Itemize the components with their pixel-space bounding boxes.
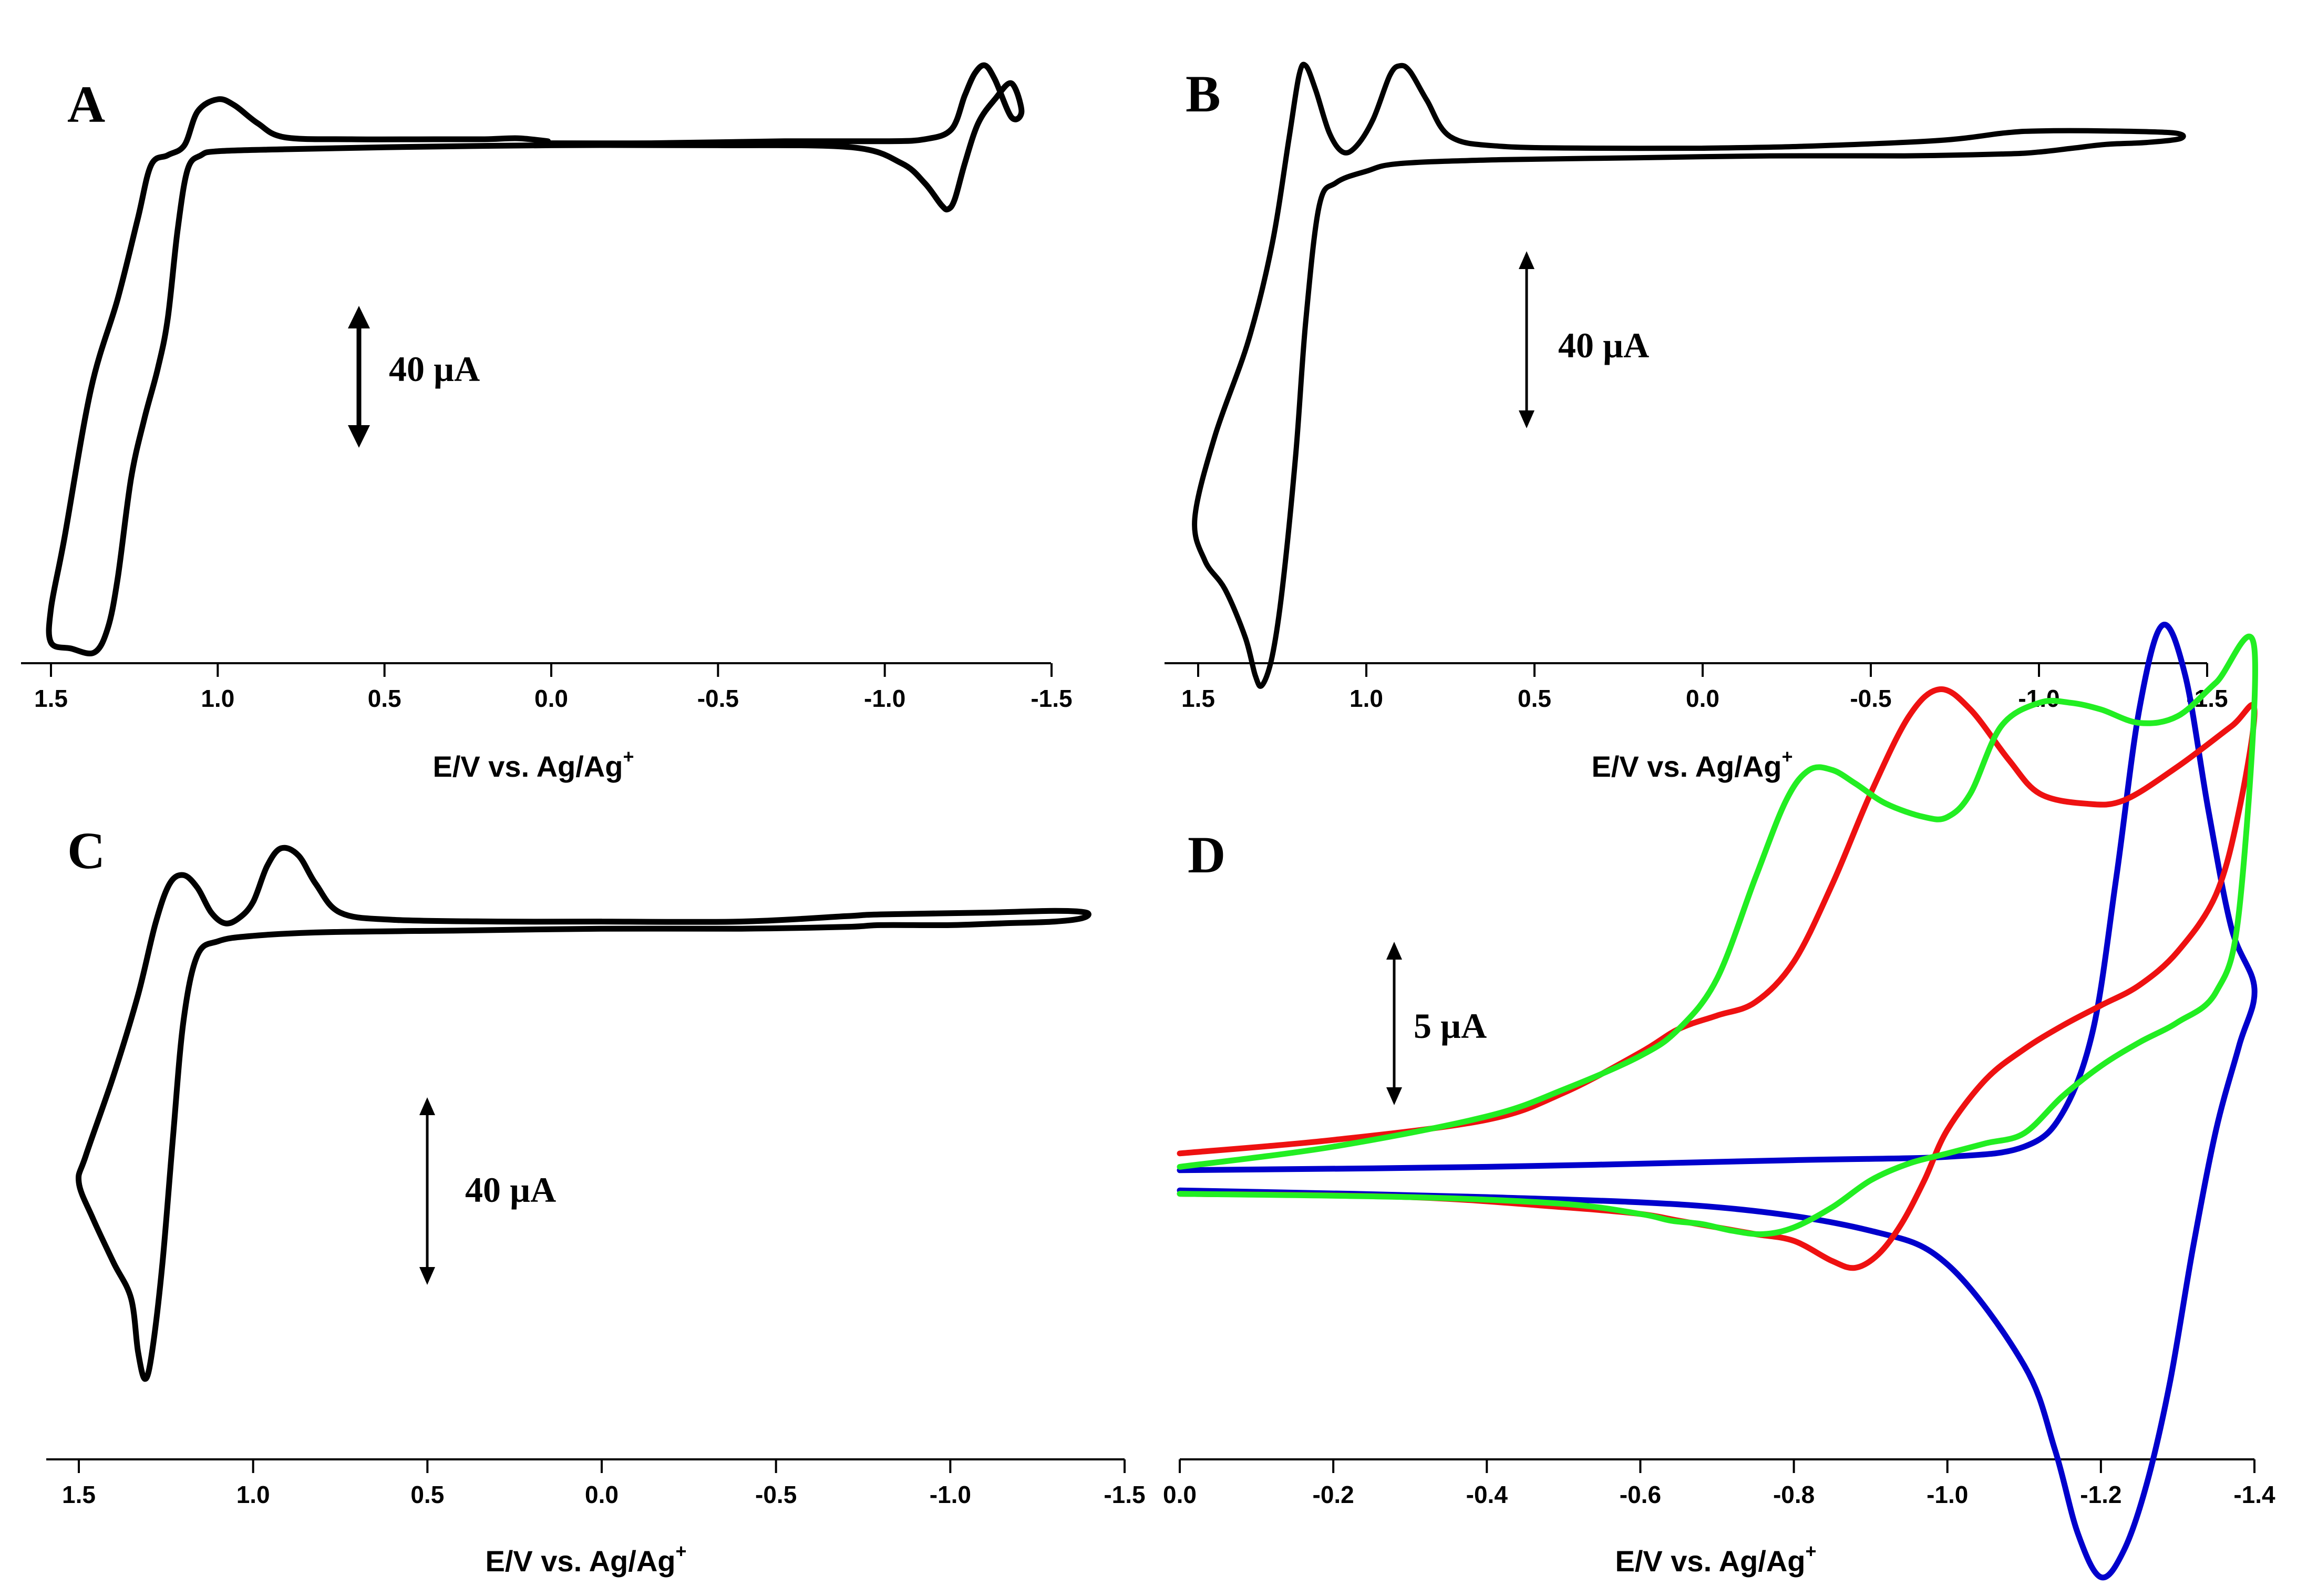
panel-c-series-line-1 (75, 845, 1091, 1382)
panel-b-x-tick-label: 0.5 (1518, 685, 1551, 712)
panel-label-d: D (1188, 826, 1225, 884)
panel-label-c: C (67, 821, 105, 880)
panel-d-curves (1177, 622, 2258, 1581)
panel-a-x-tick-label: -1.5 (1031, 685, 1072, 712)
panel-c-x-ticks: 1.5 1.0 0.5 0.0 -0.5 -1.0 -1.5 (62, 1459, 1146, 1508)
panel-label-a: A (67, 75, 105, 133)
panel-b-scale-label: 40 µA (1558, 325, 1649, 365)
panel-a-x-axis-title-sup: + (623, 746, 634, 767)
panel-b-scale-arrow-up-icon (1519, 251, 1534, 269)
panel-d-x-axis-title: E/V vs. Ag/Ag+ (1615, 1540, 1816, 1578)
panel-a-x-tick-label: 0.0 (534, 685, 568, 712)
panel-d-x-tick-label: -0.2 (1313, 1481, 1354, 1508)
panel-c-x-tick-label: 1.5 (62, 1481, 96, 1508)
panel-a-series-line-1 (46, 62, 1025, 657)
panel-c-scale-label: 40 µA (465, 1170, 556, 1210)
panel-c-x-tick-label: 0.5 (410, 1481, 444, 1508)
panel-a-x-tick-label: 0.5 (368, 685, 401, 712)
panel-b-series-line-1 (1192, 61, 2186, 689)
panel-d-x-tick-label: -1.4 (2233, 1481, 2275, 1508)
panel-d-x-axis-title-text: E/V vs. Ag/Ag (1615, 1544, 1805, 1578)
panel-c-x-tick-label: -1.5 (1104, 1481, 1145, 1508)
panel-c-x-tick-label: 1.0 (236, 1481, 270, 1508)
panel-a-x-axis-title-text: E/V vs. Ag/Ag (432, 750, 623, 783)
panel-c-x-axis-title-sup: + (675, 1540, 686, 1562)
panel-c-x-tick-label: -1.0 (930, 1481, 971, 1508)
panel-d-x-tick-label: -1.0 (1927, 1481, 1968, 1508)
panel-d-scale-label: 5 µA (1414, 1006, 1487, 1046)
panel-a-scale-arrow-down-icon (348, 425, 370, 448)
panel-d: D 0.0 -0.2 -0.4 -0.6 -0.8 -1.0 -1.2 -1.4 5 µA E… (1163, 622, 2275, 1581)
panel-d-scale-bar: 5 µA (1386, 942, 1487, 1105)
panel-c-scale-arrow-down-icon (419, 1267, 435, 1285)
panel-b-scale-arrow-down-icon (1519, 410, 1534, 428)
panel-d-x-axis-title-sup: + (1805, 1540, 1816, 1562)
panel-a-x-ticks: 1.5 1.0 0.5 0.0 -0.5 -1.0 -1.5 (34, 663, 1073, 712)
panel-label-b: B (1186, 65, 1221, 123)
panel-b-x-tick-label: 0.0 (1686, 685, 1719, 712)
panel-d-x-tick-label: -1.2 (2080, 1481, 2121, 1508)
panel-d-series-line-3 (1177, 633, 2258, 1238)
panel-a-x-tick-label: -1.0 (864, 685, 905, 712)
panel-a-x-tick-label: 1.0 (201, 685, 234, 712)
panel-d-series-line-1 (1177, 622, 2258, 1581)
panel-b-x-tick-label: 1.0 (1350, 685, 1383, 712)
panel-c: C 1.5 1.0 0.5 0.0 -0.5 -1.0 -1.5 40 µA E/V vs.… (46, 821, 1146, 1578)
panel-a: A 1.5 1.0 0.5 0.0 -0.5 -1.0 -1.5 40 µA E/V vs.… (21, 62, 1073, 783)
panel-c-x-axis-title-text: E/V vs. Ag/Ag (485, 1544, 675, 1578)
panel-b: B 1.5 1.0 0.5 0.0 -0.5 -1.0 -1.5 40 µA E/V vs.… (1165, 61, 2228, 783)
panel-a-x-tick-label: -0.5 (697, 685, 739, 712)
panel-a-x-axis-title: E/V vs. Ag/Ag+ (432, 746, 634, 783)
panel-b-curves (1192, 61, 2186, 689)
panel-d-x-ticks: 0.0 -0.2 -0.4 -0.6 -0.8 -1.0 -1.2 -1.4 (1163, 1459, 2275, 1508)
panel-a-scale-arrow-up-icon (348, 306, 370, 328)
panel-b-x-axis-title: E/V vs. Ag/Ag+ (1591, 746, 1793, 783)
panel-c-curves (75, 845, 1091, 1382)
panel-a-scale-label: 40 µA (389, 349, 480, 389)
panel-d-scale-arrow-down-icon (1386, 1087, 1402, 1105)
panel-b-x-axis-title-text: E/V vs. Ag/Ag (1591, 750, 1781, 783)
panel-d-x-tick-label: 0.0 (1163, 1481, 1197, 1508)
panel-d-x-tick-label: -0.6 (1620, 1481, 1661, 1508)
panel-a-scale-bar: 40 µA (348, 306, 480, 448)
panel-a-x-tick-label: 1.5 (34, 685, 68, 712)
panel-c-scale-bar: 40 µA (419, 1097, 556, 1285)
panel-d-x-tick-label: -0.8 (1773, 1481, 1815, 1508)
panel-b-x-axis-title-sup: + (1781, 746, 1793, 767)
panel-d-x-tick-label: -0.4 (1466, 1481, 1508, 1508)
panel-d-scale-arrow-up-icon (1386, 942, 1402, 960)
panel-c-x-axis-title: E/V vs. Ag/Ag+ (485, 1540, 686, 1578)
panel-a-curves (46, 62, 1025, 657)
panel-b-x-tick-label: -0.5 (1850, 685, 1891, 712)
panel-c-scale-arrow-up-icon (419, 1097, 435, 1115)
panel-b-scale-bar: 40 µA (1519, 251, 1649, 428)
panel-c-x-tick-label: -0.5 (755, 1481, 797, 1508)
panel-b-x-tick-label: 1.5 (1181, 685, 1215, 712)
panel-c-x-tick-label: 0.0 (585, 1481, 619, 1508)
